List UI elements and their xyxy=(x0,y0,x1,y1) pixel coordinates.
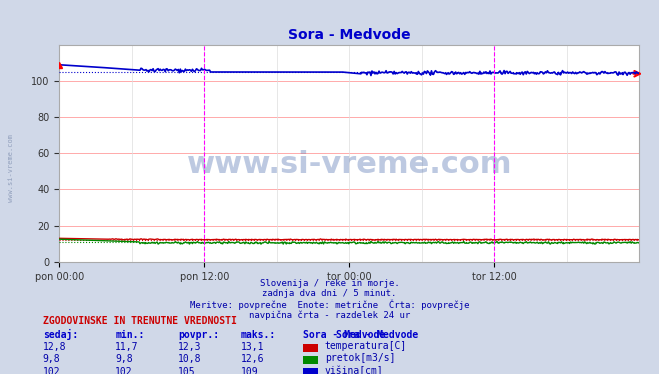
Text: navpična črta - razdelek 24 ur: navpična črta - razdelek 24 ur xyxy=(249,310,410,319)
Text: Slovenija / reke in morje.: Slovenija / reke in morje. xyxy=(260,279,399,288)
Text: 10,8: 10,8 xyxy=(178,355,202,364)
Text: 102: 102 xyxy=(115,367,133,374)
Text: Sora - Medvode: Sora - Medvode xyxy=(303,330,386,340)
Text: 12,6: 12,6 xyxy=(241,355,264,364)
Text: temperatura[C]: temperatura[C] xyxy=(325,341,407,351)
Text: 9,8: 9,8 xyxy=(115,355,133,364)
Text: 12,3: 12,3 xyxy=(178,342,202,352)
Text: www.si-vreme.com: www.si-vreme.com xyxy=(8,134,14,202)
Text: 9,8: 9,8 xyxy=(43,355,61,364)
Text: 105: 105 xyxy=(178,367,196,374)
Text: maks.:: maks.: xyxy=(241,330,275,340)
Text: pretok[m3/s]: pretok[m3/s] xyxy=(325,353,395,363)
Text: višina[cm]: višina[cm] xyxy=(325,365,384,374)
Text: 12,8: 12,8 xyxy=(43,342,67,352)
Text: povpr.:: povpr.: xyxy=(178,330,219,340)
Text: 11,7: 11,7 xyxy=(115,342,139,352)
Text: 13,1: 13,1 xyxy=(241,342,264,352)
Text: 109: 109 xyxy=(241,367,258,374)
Text: Sora - Medvode: Sora - Medvode xyxy=(336,330,418,340)
Text: min.:: min.: xyxy=(115,330,145,340)
Text: www.si-vreme.com: www.si-vreme.com xyxy=(186,150,512,179)
Text: Meritve: povprečne  Enote: metrične  Črta: povprečje: Meritve: povprečne Enote: metrične Črta:… xyxy=(190,300,469,310)
Text: ZGODOVINSKE IN TRENUTNE VREDNOSTI: ZGODOVINSKE IN TRENUTNE VREDNOSTI xyxy=(43,316,237,325)
Text: sedaj:: sedaj: xyxy=(43,329,78,340)
Title: Sora - Medvode: Sora - Medvode xyxy=(288,28,411,42)
Text: zadnja dva dni / 5 minut.: zadnja dva dni / 5 minut. xyxy=(262,289,397,298)
Text: 102: 102 xyxy=(43,367,61,374)
